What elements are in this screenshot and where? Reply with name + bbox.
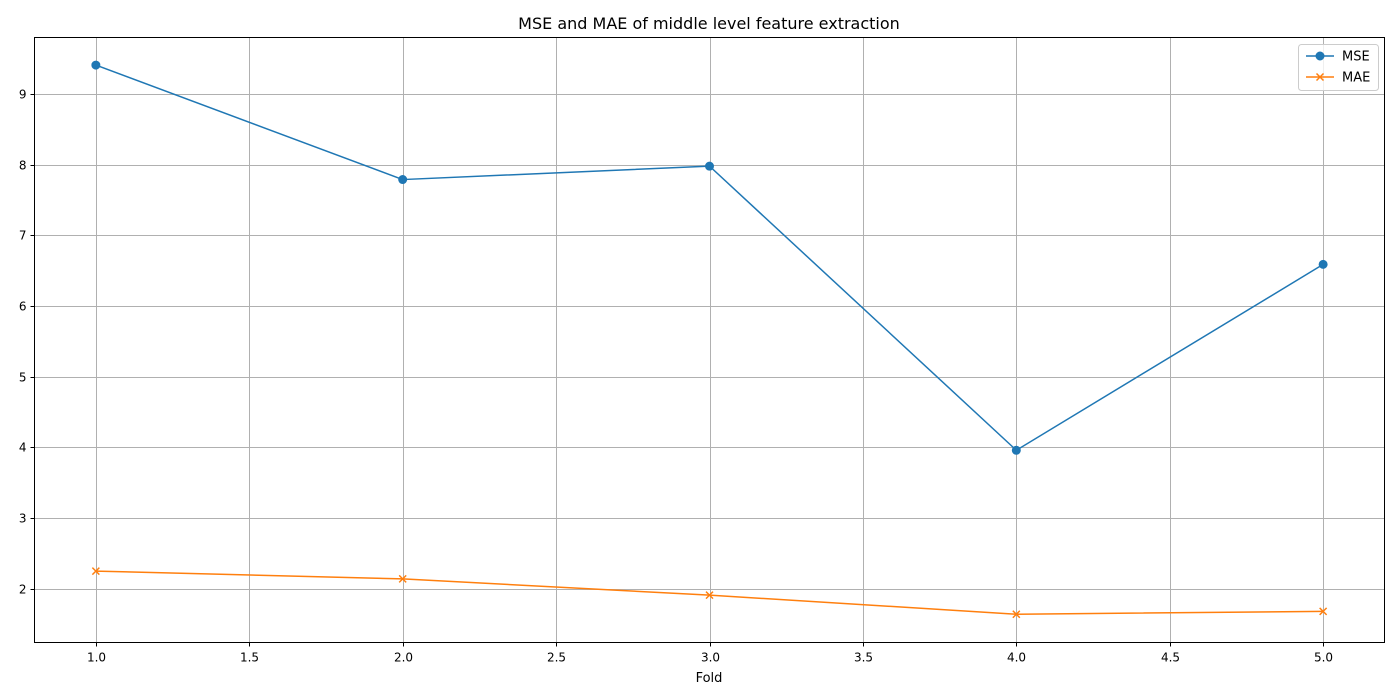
legend-entries: MSE MAE: [1306, 50, 1370, 86]
mae-point: [91, 567, 100, 576]
y-tick-label: 2: [19, 583, 27, 597]
mae-point: [398, 574, 407, 583]
legend-entry-mse: MSE: [1306, 50, 1370, 65]
y-tick-label: 7: [19, 229, 27, 243]
chart-title: MSE and MAE of middle level feature extr…: [518, 14, 900, 33]
legend-label-mse: MSE: [1342, 50, 1370, 65]
mse-point: [1318, 259, 1328, 269]
series-layer: [91, 60, 1328, 619]
y-tick-label: 9: [19, 88, 27, 102]
x-tick-label: 3.5: [854, 651, 873, 665]
y-tick-label: 4: [19, 441, 27, 455]
axis-ticks: 1.0 1.5 2.0 2.5 3.0 3.5 4.0 4.5 5.0 2 3 4 5 6 7 8 9: [19, 88, 1333, 665]
x-tick-label: 3.0: [701, 651, 720, 665]
legend-label-mae: MAE: [1342, 71, 1370, 86]
legend-marker-mae: [1315, 72, 1325, 82]
y-tick-label: 6: [19, 300, 27, 314]
x-tick-label: 1.0: [87, 651, 106, 665]
grid-lines: [34, 37, 1385, 643]
y-tick-label: 5: [19, 371, 27, 385]
mse-point: [398, 175, 408, 185]
x-tick-label: 4.5: [1161, 651, 1180, 665]
y-tick-label: 3: [19, 512, 27, 526]
y-tick-label: 8: [19, 159, 27, 173]
x-axis-label: Fold: [696, 671, 723, 686]
mae-series: [91, 567, 1328, 619]
x-tick-label: 2.5: [547, 651, 566, 665]
mae-point: [1319, 607, 1328, 616]
legend-entry-mae: MAE: [1306, 71, 1370, 86]
x-tick-label: 4.0: [1007, 651, 1026, 665]
x-tick-label: 5.0: [1314, 651, 1333, 665]
mse-point: [705, 161, 714, 171]
mse-point: [91, 60, 101, 70]
x-tick-label: 1.5: [240, 651, 259, 665]
mae-point: [705, 591, 714, 600]
mse-point: [1011, 445, 1021, 455]
legend-marker-mse: [1315, 51, 1325, 61]
mae-point: [1012, 610, 1021, 619]
mse-series: [91, 60, 1328, 455]
x-tick-label: 2.0: [394, 651, 413, 665]
plot-frame: [34, 37, 1385, 643]
legend: MSE MAE: [1298, 44, 1379, 91]
